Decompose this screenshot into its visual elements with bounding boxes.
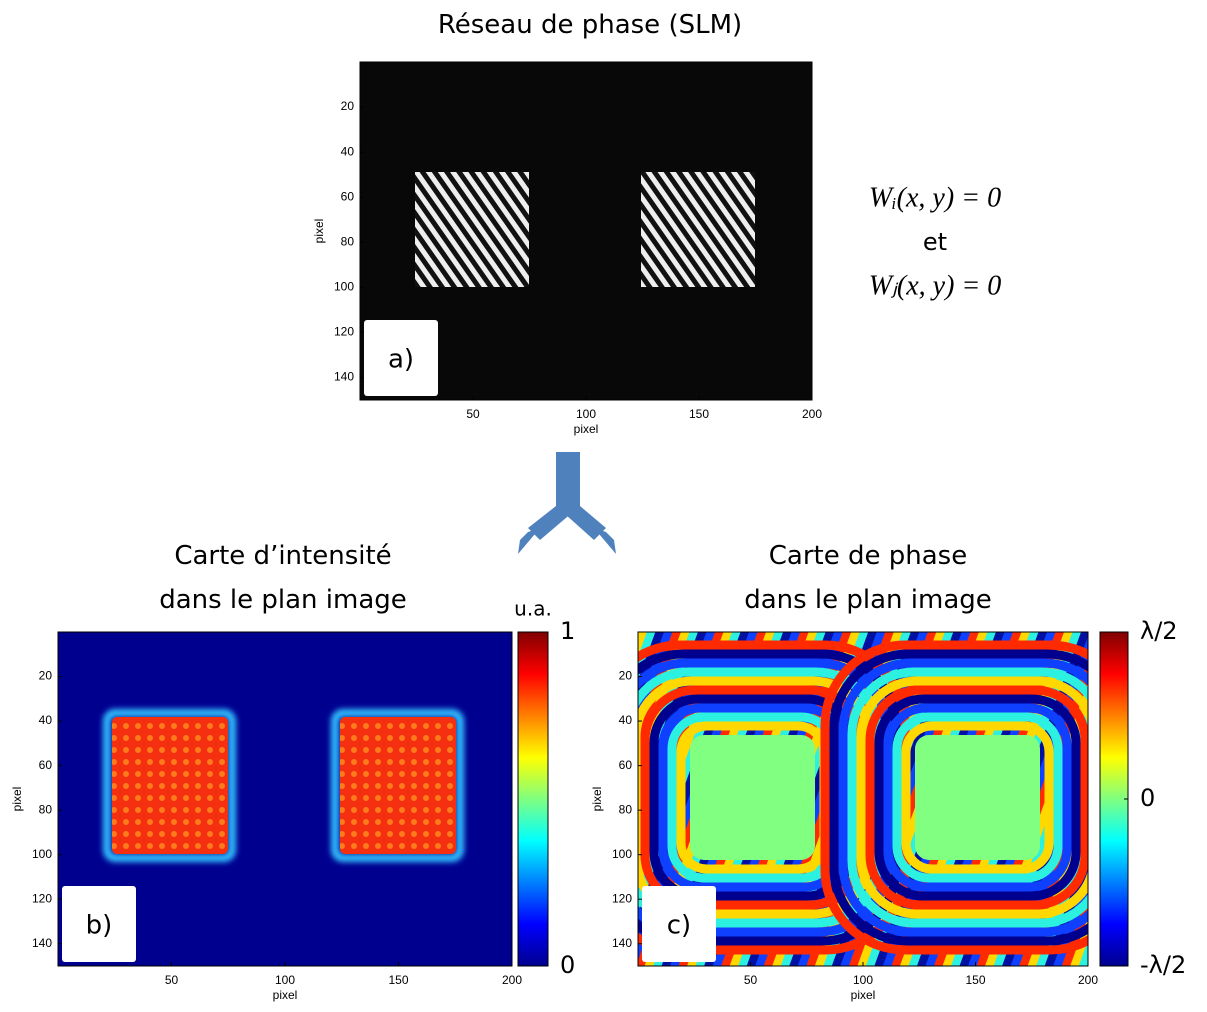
x-tick-label: 100 [853, 973, 873, 987]
spot [340, 717, 456, 854]
colorbar-tick-label: -λ/2 [1140, 951, 1186, 979]
panel-label: a) [388, 345, 414, 375]
x-tick-label: 200 [1078, 973, 1098, 987]
y-tick-label: 100 [32, 847, 52, 861]
y-tick-label: 120 [612, 891, 632, 905]
y-tick-label: 80 [341, 234, 355, 248]
equation: Wⱼ(x, y) = 0 [869, 270, 1002, 301]
y-tick-label: 100 [612, 847, 632, 861]
x-tick-label: 100 [275, 973, 295, 987]
glow [103, 709, 236, 862]
colorbar [517, 631, 549, 967]
y-tick-label: 20 [39, 669, 53, 683]
y-tick-label: 60 [39, 758, 53, 772]
x-tick-label: 200 [802, 407, 822, 421]
y-tick-label: 120 [32, 891, 52, 905]
panel-label: b) [86, 911, 113, 941]
y-axis-label: pixel [590, 787, 604, 812]
panel-label-box [62, 886, 136, 962]
y-tick-label: 40 [619, 713, 633, 727]
x-tick-label: 150 [689, 407, 709, 421]
panel-title: Carte d’intensité dans le plan image [159, 541, 407, 615]
x-tick-label: 100 [576, 407, 596, 421]
y-tick-label: 140 [32, 936, 52, 950]
phase-ring [865, 685, 1088, 910]
y-axis-label: pixel [10, 787, 24, 812]
phase-image [638, 632, 1088, 966]
phase-ring [856, 676, 1088, 919]
y-tick-label: 80 [619, 802, 633, 816]
y-tick-label: 140 [334, 370, 354, 384]
y-tick-label: 80 [39, 802, 53, 816]
y-tick-label: 20 [341, 99, 355, 113]
x-tick-label: 200 [502, 973, 522, 987]
panel-label-box [642, 886, 716, 962]
equation: Wᵢ(x, y) = 0 [869, 182, 1001, 213]
spot [112, 717, 228, 854]
x-axis-label: pixel [851, 988, 876, 1002]
colorbar [1099, 631, 1129, 967]
equation: et [923, 228, 947, 256]
phase-ring [820, 640, 1088, 955]
colorbar-tick-label: 0 [1140, 784, 1155, 812]
panel-label-box [364, 320, 438, 396]
y-tick-label: 100 [334, 280, 354, 294]
x-axis-label: pixel [574, 422, 599, 436]
phase-ring [847, 667, 1088, 928]
grating [415, 172, 529, 287]
colorbar-label: u.a. [514, 597, 552, 621]
y-axis-label: pixel [312, 219, 326, 244]
y-tick-label: 20 [619, 669, 633, 683]
phase-ring [838, 658, 1088, 937]
y-tick-label: 60 [619, 758, 633, 772]
y-tick-label: 40 [39, 713, 53, 727]
x-tick-label: 50 [744, 973, 758, 987]
y-tick-label: 60 [341, 189, 355, 203]
grating [641, 172, 755, 287]
panel-title: Carte de phase dans le plan image [744, 541, 992, 615]
x-tick-label: 150 [388, 973, 408, 987]
x-tick-label: 50 [466, 407, 480, 421]
colorbar-tick-label: 0 [560, 951, 575, 979]
phase-ring [892, 712, 1063, 883]
panel-title: Réseau de phase (SLM) [438, 10, 742, 40]
y-tick-label: 140 [612, 936, 632, 950]
phase-ring [901, 721, 1054, 874]
phase-ring [829, 649, 1088, 946]
arrow [518, 452, 616, 554]
phase-ring [874, 694, 1081, 901]
colorbar-tick-label: 1 [560, 617, 575, 645]
y-tick-label: 120 [334, 325, 354, 339]
glow [331, 709, 464, 862]
y-tick-label: 40 [341, 144, 355, 158]
phase-ring [883, 703, 1072, 892]
x-tick-label: 50 [165, 973, 179, 987]
x-tick-label: 150 [965, 973, 985, 987]
x-axis-label: pixel [273, 988, 298, 1002]
phase-flat [915, 735, 1040, 860]
colorbar-tick-label: λ/2 [1140, 617, 1178, 645]
panel-label: c) [667, 911, 691, 941]
phase-flat [690, 735, 815, 860]
